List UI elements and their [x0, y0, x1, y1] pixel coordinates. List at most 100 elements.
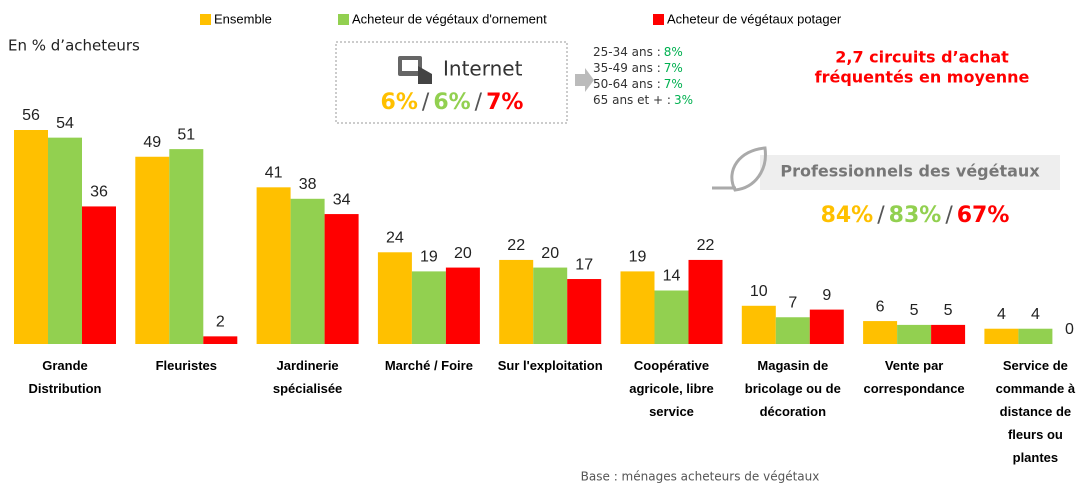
legend-swatch: [200, 14, 211, 25]
data-label: 0: [1065, 321, 1074, 338]
separator: /: [422, 90, 430, 115]
bar: [135, 156, 170, 344]
age-line: 50-64 ans :7%: [593, 77, 683, 91]
age-line: 65 ans et + :3%: [593, 93, 693, 107]
data-label: 2: [216, 314, 225, 331]
category-label: Fleuristes: [155, 358, 217, 373]
separator: /: [945, 203, 953, 228]
data-label: 4: [997, 306, 1006, 323]
data-label: 14: [663, 268, 681, 285]
data-label: 22: [697, 237, 715, 254]
bar: [1018, 328, 1053, 344]
percent: 67%: [957, 203, 1010, 228]
data-label: 20: [541, 245, 559, 262]
percent: 6%: [381, 90, 418, 115]
bar: [290, 198, 325, 344]
internet-label: Internet: [443, 57, 523, 81]
data-label: 51: [177, 126, 195, 143]
data-label: 10: [750, 283, 768, 300]
bar: [14, 130, 48, 344]
data-label: 56: [22, 107, 40, 124]
data-label: 49: [143, 134, 161, 151]
data-label: 22: [507, 237, 525, 254]
legend-swatch: [653, 14, 664, 25]
internet-icon: [398, 56, 432, 84]
bar: [377, 252, 412, 344]
data-label: 54: [56, 115, 74, 132]
category-label: Jardinerie spécialisée: [272, 358, 343, 396]
data-label: 9: [822, 287, 831, 304]
age-value: 3%: [674, 93, 693, 107]
age-value: 8%: [664, 45, 683, 59]
internet-box: [335, 41, 568, 124]
pro-label: Professionnels des végétaux: [780, 162, 1040, 181]
bar: [897, 324, 932, 344]
bar: [620, 271, 655, 344]
percent: 83%: [889, 203, 942, 228]
age-line: 25-34 ans :8%: [593, 45, 683, 59]
bar: [863, 321, 898, 344]
bar: [775, 317, 810, 344]
age-value: 7%: [664, 77, 683, 91]
bar: [809, 309, 844, 344]
bar: [499, 259, 534, 344]
percent: 6%: [433, 90, 470, 115]
bar: [203, 336, 238, 344]
data-label: 36: [90, 184, 108, 201]
data-label: 5: [944, 302, 953, 319]
percent: 84%: [821, 203, 874, 228]
separator: /: [475, 90, 483, 115]
pro-band: [760, 155, 1060, 190]
internet-values: 6%/6%/7%: [381, 90, 524, 115]
separator: /: [877, 203, 885, 228]
age-label: 50-64 ans :: [593, 77, 661, 91]
bar: [984, 328, 1019, 344]
bar: [567, 279, 602, 344]
bar: [741, 305, 776, 344]
data-label: 7: [788, 294, 797, 311]
age-label: 25-34 ans :: [593, 45, 661, 59]
bar: [256, 187, 291, 344]
bar: [654, 290, 689, 344]
annotation: 2,7 circuits d’achat: [835, 48, 1009, 67]
legend-label: Acheteur de végétaux d'ornement: [352, 11, 547, 26]
category-label: Magasin de bricolage ou de décoration: [744, 358, 841, 419]
category-label: Vente par correspondance: [863, 358, 965, 396]
bar: [688, 259, 723, 344]
category-label: Service de commande à distance de fleurs…: [995, 358, 1076, 465]
data-label: 4: [1031, 306, 1040, 323]
annotation: fréquentés en moyenne: [815, 68, 1030, 87]
category-label: Sur l'exploitation: [497, 358, 603, 373]
category-label: Coopérative agricole, libre service: [629, 358, 714, 419]
subtitle: En % d’acheteurs: [8, 37, 140, 55]
legend-label: Acheteur de végétaux potager: [667, 11, 842, 26]
data-label: 19: [629, 249, 647, 266]
data-label: 19: [420, 249, 438, 266]
leaf-icon: [712, 146, 767, 192]
bar: [931, 324, 966, 344]
data-label: 5: [910, 302, 919, 319]
data-label: 20: [454, 245, 472, 262]
arrow: [575, 68, 594, 92]
data-label: 34: [333, 191, 351, 208]
bar: [445, 267, 480, 344]
bar: [324, 214, 359, 344]
pro-values: 84%/83%/67%: [821, 203, 1010, 228]
age-label: 65 ans et + :: [593, 93, 671, 107]
legend-label: Ensemble: [214, 11, 272, 26]
footnote: Base : ménages acheteurs de végétaux: [581, 470, 820, 484]
age-value: 7%: [664, 61, 683, 75]
bar: [533, 267, 568, 344]
data-label: 17: [575, 256, 593, 273]
bar: [169, 149, 204, 344]
bar: [82, 206, 116, 344]
age-line: 35-49 ans :7%: [593, 61, 683, 75]
bar: [411, 271, 446, 344]
percent: 7%: [486, 90, 523, 115]
bar: [48, 137, 82, 344]
age-label: 35-49 ans :: [593, 61, 661, 75]
category-label: Grande Distribution: [28, 358, 102, 396]
data-label: 41: [265, 165, 283, 182]
